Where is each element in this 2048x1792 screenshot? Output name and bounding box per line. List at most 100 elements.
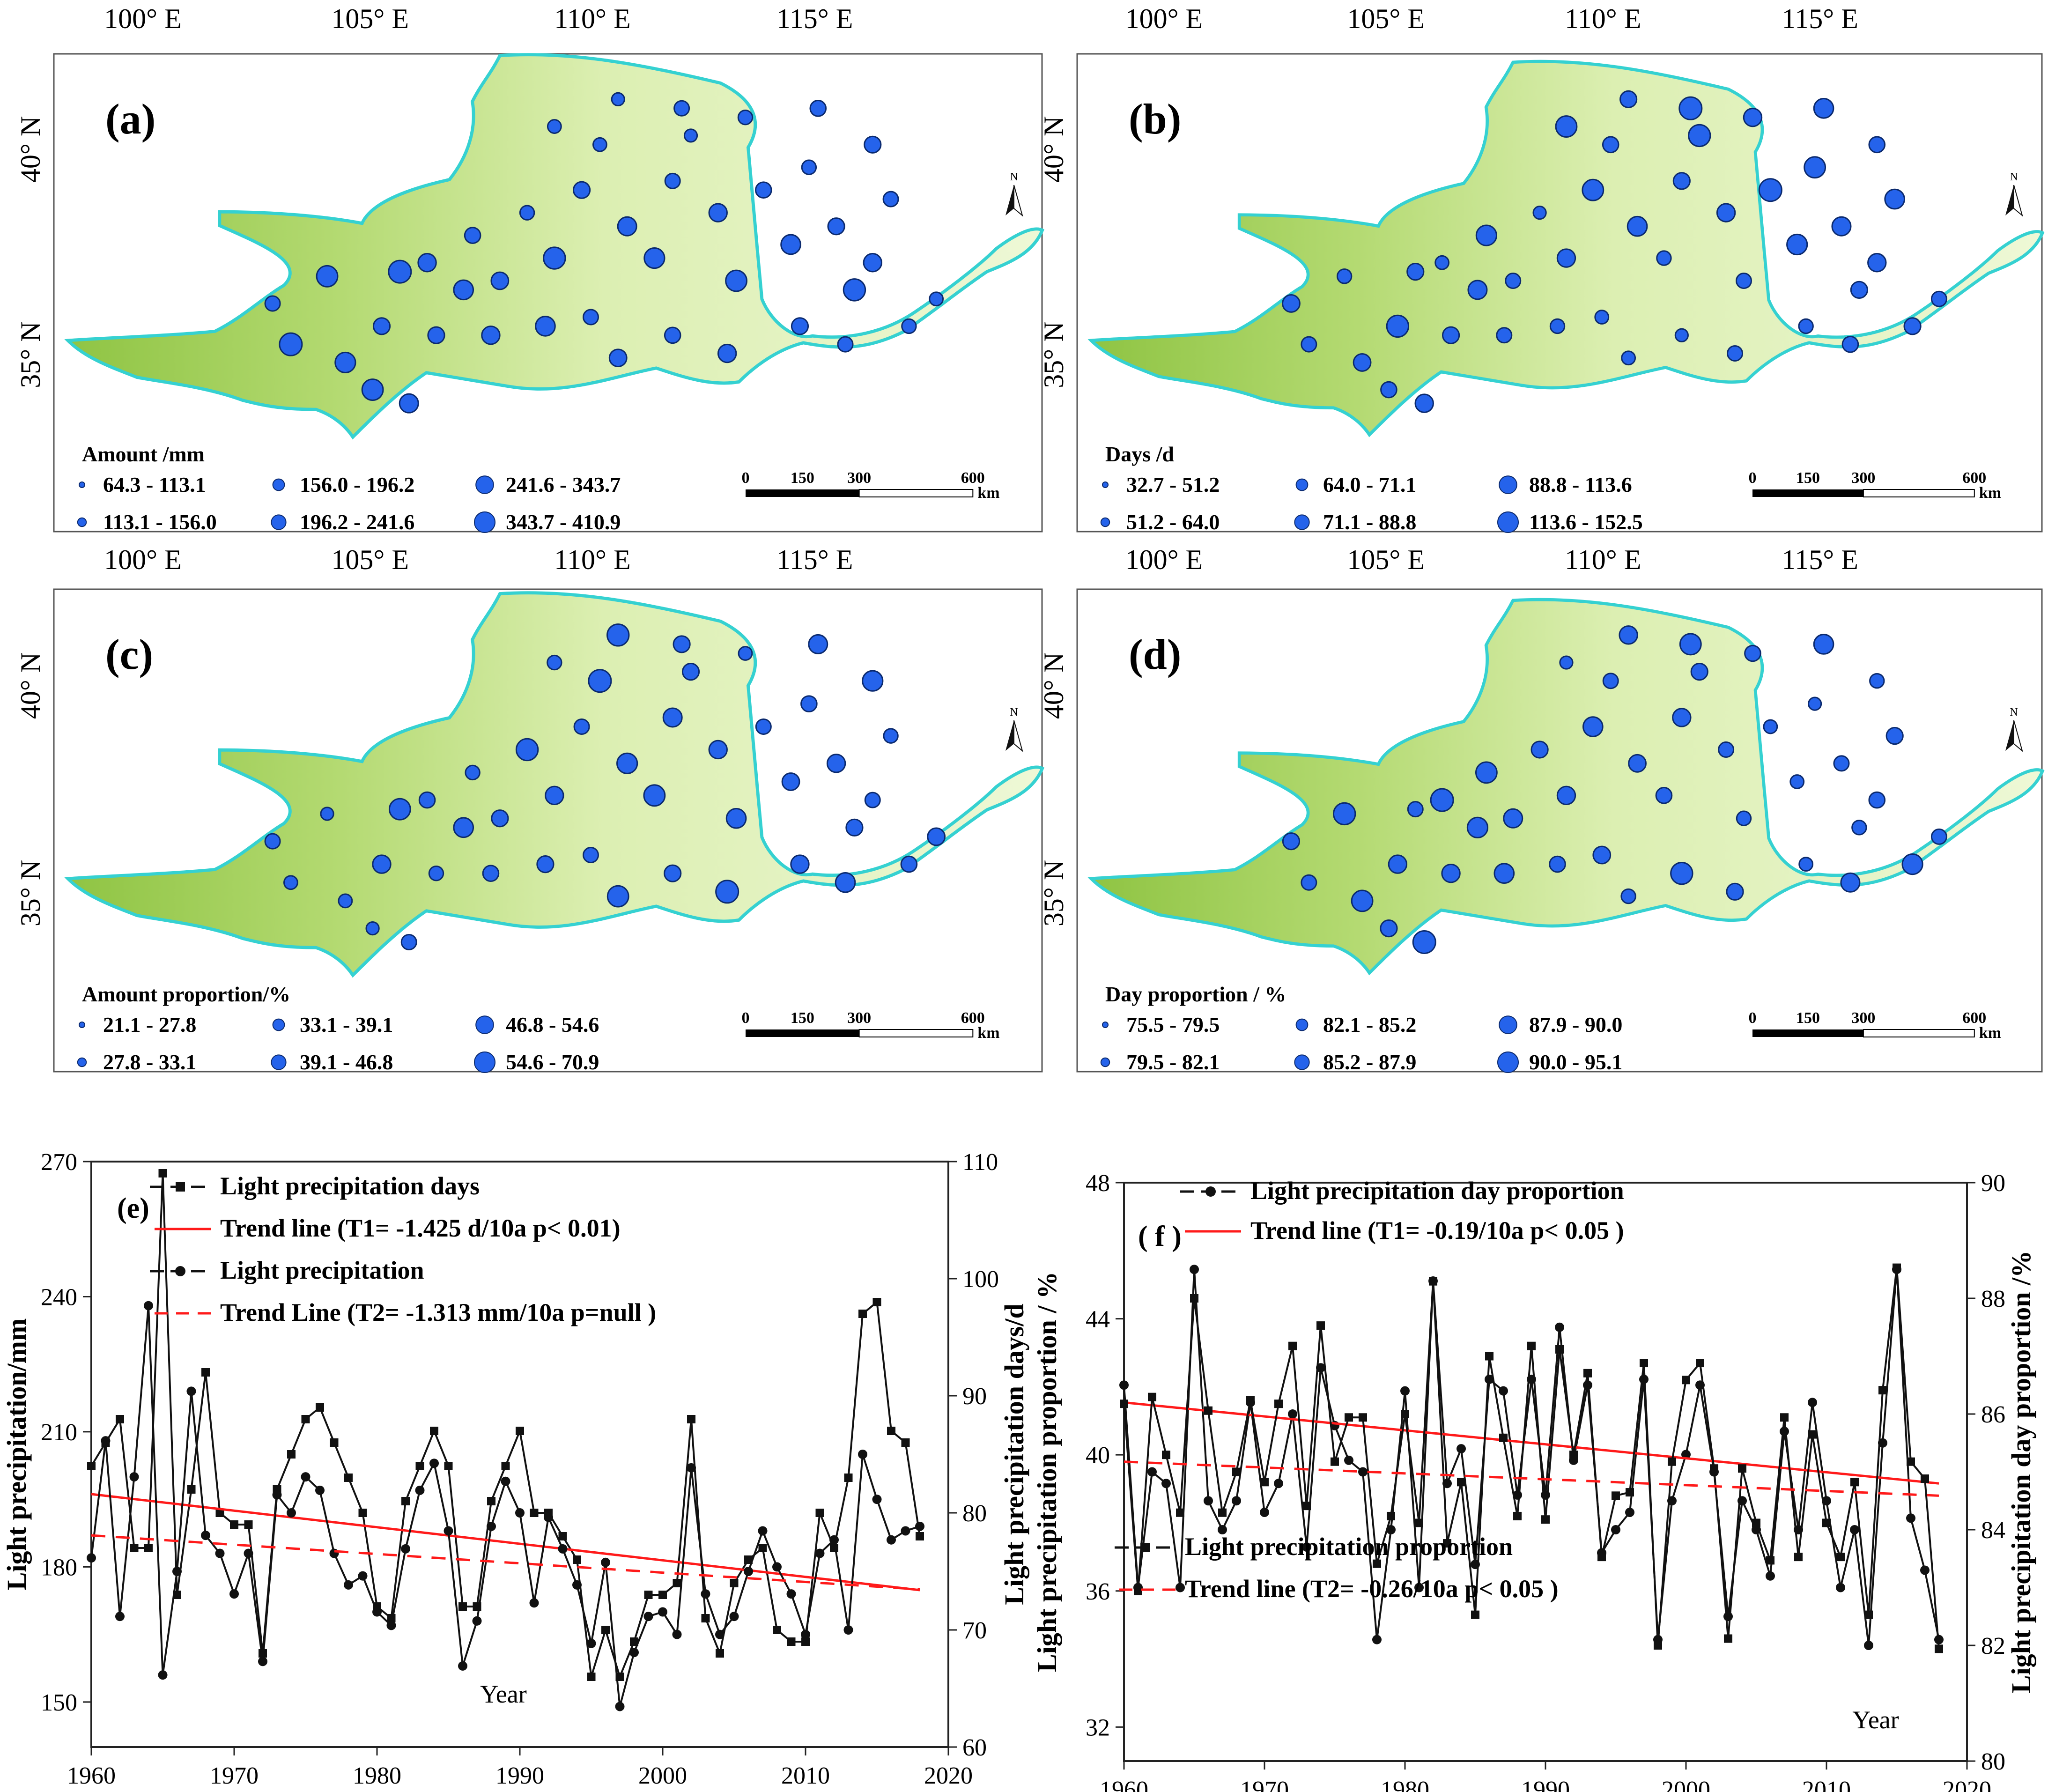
station-dot (316, 265, 339, 288)
station-dot (1726, 882, 1744, 901)
station-dot (388, 259, 412, 284)
data-point (644, 1591, 653, 1599)
data-point (858, 1310, 867, 1318)
station-dot (1869, 673, 1885, 689)
lon-label: 105° E (331, 3, 409, 34)
data-point (1345, 1413, 1353, 1422)
lon-label: 115° E (776, 544, 853, 575)
scale-label: 600 (961, 469, 985, 487)
station-dot (588, 669, 612, 693)
data-point (186, 1386, 196, 1396)
station-dot (543, 246, 566, 270)
station-dot (837, 336, 854, 353)
data-point (1260, 1478, 1269, 1487)
north-arrow-icon (1006, 720, 1014, 751)
data-point (130, 1544, 139, 1552)
scale-bar-light (858, 489, 974, 497)
data-point (344, 1580, 353, 1590)
data-point (1864, 1641, 1873, 1650)
data-point (1232, 1496, 1241, 1506)
data-point (144, 1544, 153, 1552)
data-point (1344, 1455, 1353, 1465)
lat-label: 40° N (1038, 116, 1069, 183)
legend-class-label: 51.2 - 64.0 (1126, 510, 1220, 534)
legend-dot (1294, 514, 1310, 530)
data-point (1766, 1571, 1775, 1581)
station-dot (808, 634, 828, 654)
station-dot (1867, 253, 1887, 273)
legend-title: Day proportion / % (1105, 982, 1286, 1006)
station-dot (536, 855, 555, 874)
legend-dot (272, 1018, 285, 1031)
station-dot (1496, 327, 1513, 344)
lat-label: 40° N (1038, 652, 1069, 719)
data-point (1302, 1502, 1311, 1511)
data-point (1176, 1508, 1184, 1517)
lat-label: 35° N (15, 321, 46, 388)
lon-label: 115° E (1782, 3, 1858, 34)
station-dot (1930, 290, 1947, 307)
scale-unit: km (1979, 484, 2001, 502)
data-point (287, 1508, 296, 1518)
data-point (715, 1629, 725, 1639)
legend-title: Days /d (1105, 442, 1174, 466)
legend-marker (176, 1182, 185, 1192)
scale-bar-light (858, 1029, 974, 1037)
data-point (815, 1548, 825, 1558)
data-point (1457, 1444, 1466, 1454)
y-axis-title: Light precipitation proportion / % (1032, 1272, 1062, 1672)
legend-class-label: 39.1 - 46.8 (300, 1050, 393, 1074)
legend-dot (1499, 475, 1517, 494)
data-point (558, 1532, 567, 1540)
station-dot (800, 695, 818, 712)
map-panel-d: 100° E 105° E 110° E 115° E 40° N 35° N (d) N Da… (1038, 544, 2042, 1074)
legend-class-label: 71.1 - 88.8 (1323, 510, 1416, 534)
legend-class-label: 88.8 - 113.6 (1529, 473, 1632, 496)
station-dot (1798, 318, 1814, 334)
legend-title: Amount proportion/% (82, 982, 290, 1006)
legend-label: Trend Line (T2= -1.313 mm/10a p=null ) (220, 1298, 656, 1326)
data-point (1162, 1451, 1170, 1459)
station-dot (491, 809, 509, 828)
map-panels: 100° E 105° E 110° E 115° E 40° N 35° N (a) N Am… (15, 3, 2042, 1074)
station-dot (927, 827, 946, 846)
station-dot (1414, 393, 1434, 413)
station-dot (1628, 754, 1647, 773)
data-point (301, 1415, 310, 1423)
legend-dot (1102, 481, 1109, 488)
data-point (658, 1591, 667, 1599)
station-dot (1670, 861, 1693, 885)
panel-label: (e) (117, 1192, 149, 1224)
y-right-tick-label: 90 (1981, 1170, 2005, 1197)
station-dot (929, 291, 944, 307)
station-dot (1679, 633, 1702, 656)
data-point (201, 1531, 210, 1540)
data-point (1723, 1612, 1733, 1622)
data-point (401, 1544, 410, 1554)
station-dot (573, 718, 590, 735)
station-dot (1532, 206, 1547, 220)
station-dot (283, 875, 298, 890)
station-dot (1407, 801, 1424, 818)
station-dot (572, 181, 591, 199)
station-dot (1282, 832, 1301, 851)
data-point (872, 1298, 881, 1306)
data-point (887, 1427, 895, 1435)
data-point (415, 1485, 425, 1495)
data-point (629, 1648, 639, 1658)
data-point (458, 1602, 467, 1611)
legend-label: Light precipitation (220, 1256, 424, 1284)
data-point (87, 1553, 96, 1563)
data-point (316, 1403, 324, 1412)
north-label: N (1010, 171, 1018, 183)
station-dot (1672, 172, 1691, 190)
legend-dot (272, 478, 285, 491)
station-dot (1851, 820, 1867, 836)
y-axis-title: Light precipitation/mm (1, 1318, 32, 1591)
y-tick-label: 48 (1086, 1170, 1110, 1197)
data-point (601, 1626, 610, 1634)
station-dot (1903, 317, 1922, 335)
data-point (258, 1657, 267, 1666)
station-dot (1884, 188, 1905, 210)
data-point (1906, 1513, 1915, 1523)
